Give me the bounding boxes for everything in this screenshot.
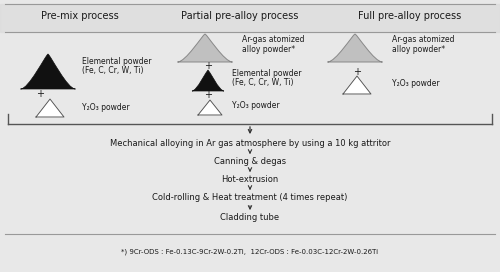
- Text: +: +: [353, 67, 361, 77]
- PathPatch shape: [20, 54, 76, 89]
- Text: Elemental powder: Elemental powder: [232, 70, 302, 79]
- Text: Y₂O₃ powder: Y₂O₃ powder: [82, 103, 130, 112]
- Polygon shape: [198, 100, 222, 115]
- Text: Full pre-alloy process: Full pre-alloy process: [358, 11, 462, 21]
- PathPatch shape: [192, 70, 224, 91]
- Text: Y₂O₃ powder: Y₂O₃ powder: [392, 79, 440, 88]
- Text: +: +: [204, 61, 212, 71]
- Text: alloy powder*: alloy powder*: [392, 45, 445, 54]
- Text: Cold-rolling & Heat treatment (4 times repeat): Cold-rolling & Heat treatment (4 times r…: [152, 193, 348, 202]
- Text: Mechanical alloying in Ar gas atmosphere by using a 10 kg attritor: Mechanical alloying in Ar gas atmosphere…: [110, 140, 390, 149]
- Polygon shape: [343, 76, 371, 94]
- Text: Partial pre-alloy process: Partial pre-alloy process: [182, 11, 298, 21]
- Polygon shape: [36, 99, 64, 117]
- Text: +: +: [36, 89, 44, 99]
- PathPatch shape: [178, 34, 233, 62]
- Text: Hot-extrusion: Hot-extrusion: [222, 175, 278, 184]
- Text: (Fe, C, Cr, W, Ti): (Fe, C, Cr, W, Ti): [232, 78, 294, 86]
- Text: Y₂O₃ powder: Y₂O₃ powder: [232, 101, 280, 110]
- Text: Ar-gas atomized: Ar-gas atomized: [392, 36, 454, 45]
- Text: +: +: [204, 90, 212, 100]
- Text: *) 9Cr-ODS : Fe-0.13C-9Cr-2W-0.2Ti,  12Cr-ODS : Fe-0.03C-12Cr-2W-0.26Ti: *) 9Cr-ODS : Fe-0.13C-9Cr-2W-0.2Ti, 12Cr…: [122, 249, 378, 255]
- Text: Canning & degas: Canning & degas: [214, 157, 286, 166]
- PathPatch shape: [328, 34, 382, 62]
- Text: Pre-mix process: Pre-mix process: [41, 11, 119, 21]
- Text: alloy powder*: alloy powder*: [242, 45, 295, 54]
- Text: Ar-gas atomized: Ar-gas atomized: [242, 36, 304, 45]
- Text: Elemental powder: Elemental powder: [82, 57, 152, 66]
- Text: (Fe, C, Cr, W, Ti): (Fe, C, Cr, W, Ti): [82, 66, 144, 75]
- Text: Cladding tube: Cladding tube: [220, 214, 280, 222]
- Bar: [0, 4, 500, 32]
